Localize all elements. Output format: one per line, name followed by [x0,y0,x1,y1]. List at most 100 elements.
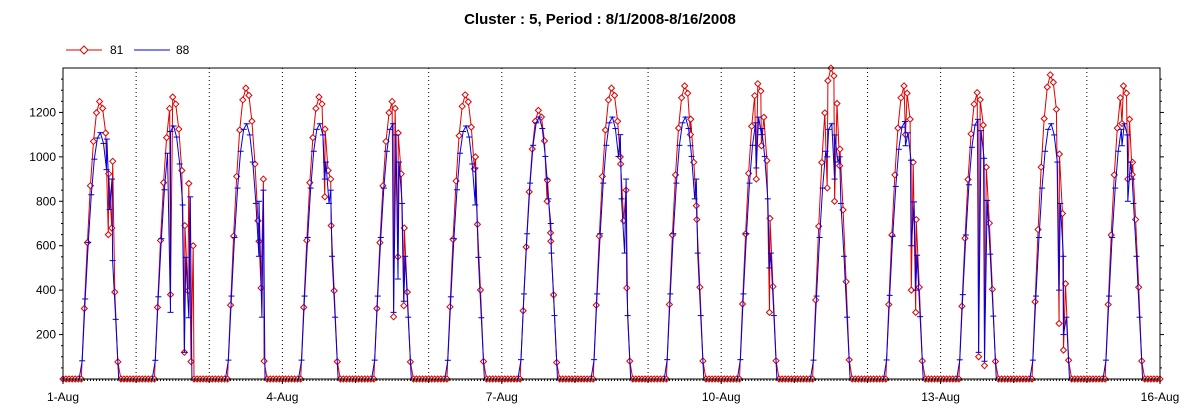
point-81-72 [254,217,262,225]
x-tick-label-10-Aug: 10-Aug [702,390,741,404]
y-tick-label-200: 200 [36,328,56,342]
point-81-291 [836,145,844,153]
point-81-261 [760,113,768,121]
point-81-226 [668,231,677,239]
point-81-339 [967,130,975,138]
point-81-18 [109,157,117,166]
point-81-154 [471,153,480,161]
x-tick-label-4-Aug: 4-Aug [266,390,298,404]
point-81-202 [604,96,613,104]
grid-layer [135,68,1088,379]
legend-label-81: 81 [110,43,124,57]
point-81-203 [607,84,616,92]
point-81-370 [1052,105,1061,114]
point-81-285 [824,77,832,85]
chart-title: Cluster : 5, Period : 8/1/2008-8/16/2008 [464,11,736,28]
point-81-121 [385,109,393,117]
point-81-309 [888,231,896,239]
point-81-152 [467,123,476,131]
point-81-233 [687,115,695,123]
point-81-369 [1049,78,1058,87]
point-81-98 [321,125,329,133]
point-81-341 [973,88,981,97]
point-81-288 [830,197,839,205]
point-81-41 [172,100,180,108]
point-81-230 [680,82,689,90]
point-81-205 [613,117,622,125]
point-81-128 [400,301,408,310]
point-81-146 [449,235,457,244]
point-81-92 [306,178,314,187]
point-81-68 [242,84,250,92]
point-81-48 [187,357,195,366]
point-81-93 [309,133,317,142]
point-81-397 [1122,89,1131,97]
point-81-287 [830,72,838,80]
point-81-118 [376,238,384,247]
point-81-66 [236,126,244,134]
point-81-347 [985,219,994,227]
point-81-368 [1046,71,1055,79]
point-81-371 [1055,319,1063,328]
point-81-280 [811,296,820,304]
point-81-200 [598,172,607,181]
point-81-76 [260,357,268,365]
x-tick-label-7-Aug: 7-Aug [486,390,518,404]
point-81-12 [95,97,104,106]
y-tick-label-1200: 1200 [29,105,56,119]
point-81-149 [458,102,466,111]
x-tick-label-13-Aug: 13-Aug [921,390,960,404]
point-81-229 [677,94,686,102]
point-81-232 [686,130,695,139]
point-81-337 [961,234,969,242]
point-81-255 [747,122,756,130]
point-81-124 [391,104,399,113]
point-81-321 [915,283,923,291]
point-81-402 [1131,215,1140,224]
point-81-69 [245,91,253,100]
point-81-228 [674,124,683,132]
point-81-311 [894,124,902,132]
point-81-263 [765,308,774,317]
legend-label-88: 88 [176,43,190,57]
point-81-319 [912,308,920,317]
series-line-88 [63,115,1158,380]
point-81-284 [823,184,831,192]
point-81-366 [1040,114,1048,123]
point-81-396 [1119,82,1128,90]
point-81-338 [964,175,972,184]
point-81-365 [1037,163,1045,171]
point-81-178 [540,137,549,145]
point-81-67 [239,96,247,104]
point-81-257 [752,175,761,183]
point-81-372 [1055,150,1064,158]
series-layer [59,64,1164,383]
point-81-199 [595,232,604,240]
point-81-293 [842,277,850,286]
point-81-340 [970,100,978,108]
point-81-38 [165,104,174,113]
point-81-17 [108,224,116,232]
point-81-64 [229,232,238,240]
point-81-148 [455,132,463,140]
point-81-344 [979,121,987,129]
x-tick-label-1-Aug: 1-Aug [47,390,79,404]
point-81-70 [248,117,256,125]
point-81-374 [1059,346,1068,354]
point-81-313 [900,82,908,90]
point-81-14 [101,129,110,137]
point-81-231 [683,89,692,97]
point-81-13 [98,104,107,113]
point-81-176 [534,106,543,115]
legend-swatch-88 [134,49,170,51]
y-tick-label-600: 600 [36,239,56,253]
point-81-47 [185,179,193,188]
point-81-258 [754,79,762,88]
legend-swatch-81 [66,45,102,55]
point-81-201 [601,126,610,134]
point-81-97 [321,193,329,201]
point-81-151 [464,98,472,106]
point-81-75 [259,175,268,183]
point-81-282 [818,158,826,167]
